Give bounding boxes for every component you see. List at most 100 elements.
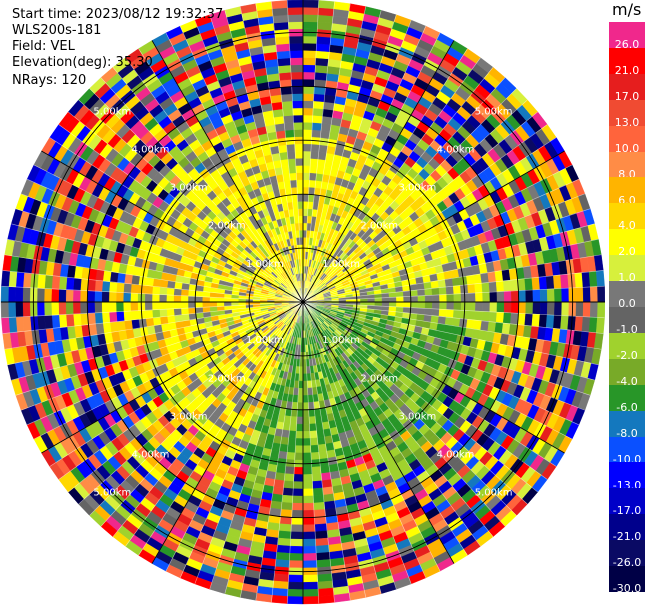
velocity-gate (495, 280, 505, 293)
velocity-gate (72, 313, 82, 327)
velocity-gate (474, 310, 483, 322)
velocity-gate (582, 301, 591, 318)
velocity-gate (317, 14, 334, 24)
velocity-gate (272, 580, 289, 590)
velocity-gate (44, 274, 53, 290)
velocity-gate (481, 311, 490, 322)
velocity-gate (116, 320, 126, 332)
velocity-gate (311, 129, 322, 138)
velocity-gate (36, 301, 45, 317)
velocity-gate (320, 130, 331, 139)
velocity-gate (292, 488, 304, 497)
velocity-gate (424, 308, 433, 316)
velocity-gate (87, 301, 96, 314)
velocity-gate (510, 279, 519, 292)
velocity-gate (453, 301, 462, 311)
velocity-gate (302, 502, 315, 511)
velocity-gate (320, 465, 331, 474)
velocity-gate (314, 64, 329, 74)
velocity-gate (302, 517, 315, 526)
velocity-gate (302, 395, 309, 403)
velocity-gate (116, 311, 125, 322)
velocity-gate (166, 294, 174, 303)
velocity-gate (277, 64, 292, 74)
velocity-gate (318, 144, 328, 154)
velocity-gate (58, 314, 68, 328)
velocity-gate (194, 301, 203, 308)
velocity-gate (424, 301, 433, 310)
velocity-gate (278, 450, 288, 460)
velocity-gate (444, 278, 454, 288)
velocity-gate (302, 100, 314, 109)
velocity-gate (314, 530, 329, 540)
velocity-gate (131, 319, 140, 330)
velocity-gate (312, 115, 323, 124)
velocity-gate (502, 279, 512, 292)
velocity-gate (159, 286, 168, 296)
velocity-gate (283, 122, 295, 131)
velocity-gate (51, 314, 61, 329)
velocity-gate (302, 129, 313, 138)
velocity-gate (101, 280, 111, 293)
velocity-gate (510, 290, 519, 303)
velocity-gate (302, 560, 318, 569)
velocity-gate (302, 186, 310, 195)
velocity-gate (302, 402, 309, 411)
velocity-gate (130, 301, 139, 312)
velocity-gate (597, 285, 605, 303)
velocity-gate (286, 596, 304, 605)
velocity-gate (151, 293, 160, 303)
velocity-gate (297, 395, 304, 403)
velocity-gate (276, 544, 291, 554)
velocity-gate (503, 290, 512, 303)
velocity-gate (302, 6, 319, 16)
velocity-gate (510, 301, 519, 314)
velocity-gate (122, 301, 131, 312)
velocity-gate (108, 291, 117, 303)
velocity-gate (482, 291, 491, 303)
velocity-gate (503, 301, 512, 314)
velocity-gate (560, 273, 569, 289)
velocity-gate (151, 301, 160, 311)
velocity-gate (315, 57, 329, 67)
velocity-gate (488, 311, 498, 323)
velocity-gate (278, 523, 292, 533)
velocity-gate (388, 301, 397, 308)
velocity-gate (286, 150, 296, 160)
velocity-gate (296, 416, 304, 425)
velocity-gate (302, 64, 316, 73)
velocity-gate (94, 312, 104, 325)
velocity-gate (302, 143, 312, 152)
velocity-gate (410, 289, 419, 297)
velocity-gate (302, 452, 312, 461)
velocity-gate (311, 473, 323, 482)
velocity-gate (403, 296, 412, 303)
velocity-gate (302, 509, 315, 518)
velocity-gate (439, 301, 448, 310)
velocity-gate (7, 286, 17, 303)
velocity-gate (588, 270, 598, 288)
velocity-gate (289, 179, 298, 188)
velocity-gate (108, 281, 118, 293)
velocity-gate (317, 151, 327, 161)
velocity-gate (431, 287, 440, 296)
velocity-gate (202, 296, 210, 303)
velocity-gate (302, 107, 314, 116)
velocity-gate (417, 288, 426, 297)
velocity-gate (298, 380, 304, 389)
velocity-gate (439, 294, 448, 303)
velocity-gate (309, 423, 317, 432)
velocity-gate (310, 150, 320, 160)
velocity-gate (0, 301, 9, 319)
velocity-gate (388, 296, 397, 303)
velocity-gate (287, 158, 297, 167)
velocity-gate (302, 373, 308, 382)
velocity-gate (286, 451, 296, 461)
velocity-gate (159, 308, 168, 318)
velocity-gate (87, 290, 96, 303)
velocity-gate (58, 301, 67, 316)
velocity-gate (144, 293, 153, 303)
velocity-gate (287, 588, 304, 598)
velocity-gate (280, 93, 293, 103)
velocity-gate (561, 287, 570, 303)
